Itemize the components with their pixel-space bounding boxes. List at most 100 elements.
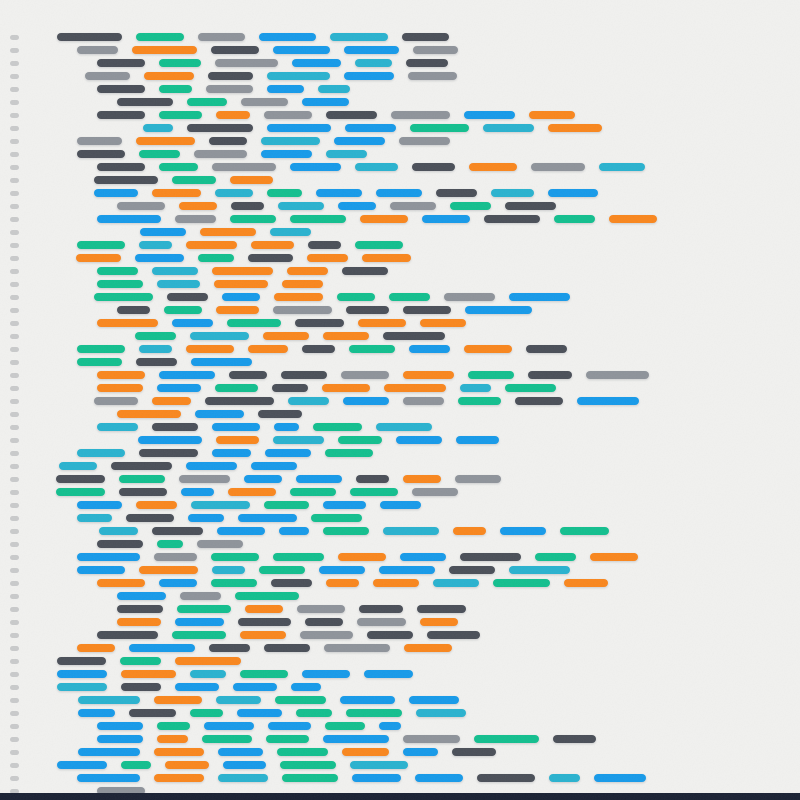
line-marker-dot xyxy=(10,685,19,690)
code-row xyxy=(77,449,373,457)
code-token-blue xyxy=(97,735,143,743)
line-marker-dot xyxy=(10,516,19,521)
code-token-orange xyxy=(322,384,370,392)
code-token-gray xyxy=(215,59,278,67)
code-token-teal xyxy=(78,696,140,704)
code-row xyxy=(138,436,499,444)
code-token-orange xyxy=(157,735,188,743)
code-token-blue xyxy=(456,436,499,444)
code-row xyxy=(77,358,252,366)
code-token-teal xyxy=(216,696,261,704)
code-token-blue xyxy=(218,748,263,756)
code-token-blue xyxy=(217,527,265,535)
code-token-gray xyxy=(241,98,288,106)
code-row xyxy=(97,540,243,548)
line-marker-dot xyxy=(10,425,19,430)
code-token-gray xyxy=(324,644,390,652)
code-token-orange xyxy=(240,631,286,639)
code-row xyxy=(94,189,598,197)
code-token-orange xyxy=(245,605,283,613)
code-token-green xyxy=(290,215,346,223)
code-token-gray xyxy=(194,150,247,158)
code-token-teal xyxy=(77,514,112,522)
code-row xyxy=(97,319,466,327)
code-token-orange xyxy=(117,410,181,418)
code-token-gray xyxy=(94,397,138,405)
code-row xyxy=(57,33,449,41)
code-token-green xyxy=(468,371,514,379)
line-marker-dot xyxy=(10,477,19,482)
code-token-blue xyxy=(302,98,349,106)
code-token-orange xyxy=(165,761,209,769)
code-token-blue xyxy=(135,254,184,262)
code-token-orange xyxy=(360,215,408,223)
code-token-blue xyxy=(181,488,214,496)
code-token-green xyxy=(267,189,302,197)
code-token-teal xyxy=(460,384,491,392)
line-marker-dot xyxy=(10,243,19,248)
code-token-dark-slate xyxy=(229,371,267,379)
code-token-blue xyxy=(195,410,244,418)
line-marker-dot xyxy=(10,35,19,40)
line-marker-dot xyxy=(10,126,19,131)
code-token-orange xyxy=(420,618,458,626)
code-token-orange xyxy=(590,553,638,561)
code-token-green xyxy=(493,579,550,587)
code-token-teal xyxy=(139,345,172,353)
code-token-orange xyxy=(373,579,419,587)
code-token-orange xyxy=(230,176,273,184)
code-token-orange xyxy=(154,774,204,782)
code-token-orange xyxy=(132,46,197,54)
code-row xyxy=(97,722,401,730)
code-token-green xyxy=(177,605,231,613)
code-row xyxy=(77,501,421,509)
code-token-green xyxy=(355,241,403,249)
code-token-green xyxy=(282,774,338,782)
code-row xyxy=(117,306,532,314)
line-marker-dot xyxy=(10,659,19,664)
code-token-gray xyxy=(300,631,353,639)
code-token-dark-slate xyxy=(326,111,377,119)
code-token-gray xyxy=(297,605,345,613)
code-token-orange xyxy=(338,553,386,561)
code-row xyxy=(97,280,323,288)
code-token-blue xyxy=(267,85,304,93)
code-token-orange xyxy=(609,215,657,223)
line-marker-dot xyxy=(10,594,19,599)
code-token-green xyxy=(296,709,332,717)
code-row xyxy=(59,462,297,470)
code-token-orange xyxy=(152,189,201,197)
line-marker-dot xyxy=(10,607,19,612)
code-token-orange xyxy=(76,254,121,262)
line-marker-dot xyxy=(10,321,19,326)
code-token-gray xyxy=(413,46,458,54)
code-token-dark-slate xyxy=(248,254,293,262)
code-token-dark-slate xyxy=(452,748,496,756)
line-marker-dot xyxy=(10,737,19,742)
code-token-gray xyxy=(444,293,495,301)
line-marker-dot xyxy=(10,581,19,586)
code-row xyxy=(77,150,367,158)
code-token-dark-slate xyxy=(97,163,145,171)
line-marker-dot xyxy=(10,178,19,183)
line-marker-dot xyxy=(10,256,19,261)
code-token-green xyxy=(159,111,202,119)
code-row xyxy=(57,670,413,678)
code-token-blue xyxy=(77,566,125,574)
code-token-green xyxy=(266,735,309,743)
line-marker-dot xyxy=(10,74,19,79)
code-token-blue xyxy=(409,345,450,353)
code-token-gray xyxy=(586,371,649,379)
code-token-blue xyxy=(172,319,213,327)
code-token-dark-slate xyxy=(56,475,105,483)
code-row xyxy=(97,85,350,93)
code-token-dark-slate xyxy=(97,540,143,548)
code-token-blue xyxy=(323,735,389,743)
code-token-gray xyxy=(180,592,221,600)
code-token-green xyxy=(97,267,138,275)
code-row xyxy=(56,475,501,483)
code-token-orange xyxy=(216,436,259,444)
code-row xyxy=(76,254,411,262)
code-token-dark-slate xyxy=(406,59,448,67)
code-token-gray xyxy=(403,397,444,405)
